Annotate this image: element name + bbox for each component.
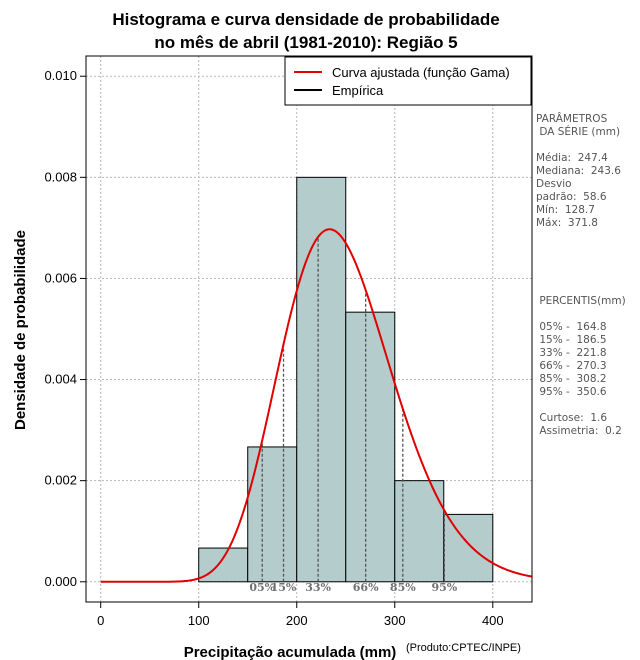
y-tick-label: 0.008 <box>44 169 77 184</box>
statistics-panel: PARÂMETROS DA SÉRIE (mm) Média: 247.4 Me… <box>536 113 640 438</box>
percentile-label: 66% <box>353 581 379 594</box>
stat-mediana: Mediana: 243.6 <box>536 165 621 177</box>
gamma-curve <box>100 228 533 583</box>
y-tick-label: 0.004 <box>44 372 77 387</box>
params-title-1: PARÂMETROS <box>536 113 608 125</box>
percentil-85: 85% - 308.2 <box>536 373 607 385</box>
percentis-title: PERCENTIS(mm) <box>536 295 626 307</box>
percentile-label: 85% <box>390 581 416 594</box>
y-tick-label: 0.002 <box>44 473 77 488</box>
x-tick-label: 200 <box>286 613 308 628</box>
legend-label-fitted: Curva ajustada (função Gama) <box>332 65 510 80</box>
y-axis: 0.000 0.002 0.004 0.006 0.008 0.010 <box>44 68 86 589</box>
stat-desvio-1: Desvio <box>536 178 572 190</box>
percentile-label: 05% <box>249 581 275 594</box>
stat-desvio-2: padrão: 58.6 <box>536 191 607 203</box>
percentil-05: 05% - 164.8 <box>536 321 607 333</box>
plot-frame <box>85 55 533 603</box>
x-tick-label: 0 <box>97 613 104 628</box>
product-credit: (Produto:CPTEC/INPE) <box>406 642 521 654</box>
percentil-66: 66% - 270.3 <box>536 360 607 372</box>
chart-title-line-1: Histograma e curva densidade de probabil… <box>112 10 499 29</box>
stat-max: Máx: 371.8 <box>536 217 598 229</box>
gamma-curve-layer <box>100 228 533 583</box>
stat-assimetria: Assimetria: 0.2 <box>536 425 622 437</box>
x-tick-label: 400 <box>482 613 504 628</box>
stat-min: Mín: 128.7 <box>536 204 595 216</box>
chart-title-line-2: no mês de abril (1981-2010): Região 5 <box>154 33 457 52</box>
stat-curtose: Curtose: 1.6 <box>536 412 608 424</box>
percentile-labels: 05%15% 33% 66% 85% 95% <box>249 581 457 594</box>
percentile-lines <box>261 236 446 582</box>
y-tick-label: 0.010 <box>44 68 77 83</box>
percentile-label: 33% <box>305 581 331 594</box>
x-tick-label: 300 <box>384 613 406 628</box>
legend-label-empirical: Empírica <box>332 83 384 98</box>
histogram-bars <box>198 176 494 583</box>
histogram-bar <box>345 311 396 583</box>
legend: Curva ajustada (função Gama) Empírica <box>284 56 532 106</box>
y-axis-title: Densidade de probabilidade <box>12 230 29 430</box>
percentil-33: 33% - 221.8 <box>536 347 607 359</box>
y-tick-label: 0.006 <box>44 270 77 285</box>
stat-media: Média: 247.4 <box>536 152 608 164</box>
x-axis: 0 100 200 300 400 <box>97 602 504 628</box>
percentil-95: 95% - 350.6 <box>536 386 607 398</box>
histogram-bar <box>443 513 494 583</box>
params-title-2: DA SÉRIE (mm) <box>536 126 621 138</box>
histogram-bar <box>296 176 347 583</box>
histogram-bar <box>198 547 249 583</box>
legend-box <box>284 56 532 106</box>
percentil-15: 15% - 186.5 <box>536 334 607 346</box>
x-tick-label: 100 <box>188 613 210 628</box>
x-axis-title: Precipitação acumulada (mm) <box>184 644 397 660</box>
percentile-label: 15% <box>271 581 297 594</box>
y-tick-label: 0.000 <box>44 574 77 589</box>
percentile-label: 95% <box>431 581 457 594</box>
